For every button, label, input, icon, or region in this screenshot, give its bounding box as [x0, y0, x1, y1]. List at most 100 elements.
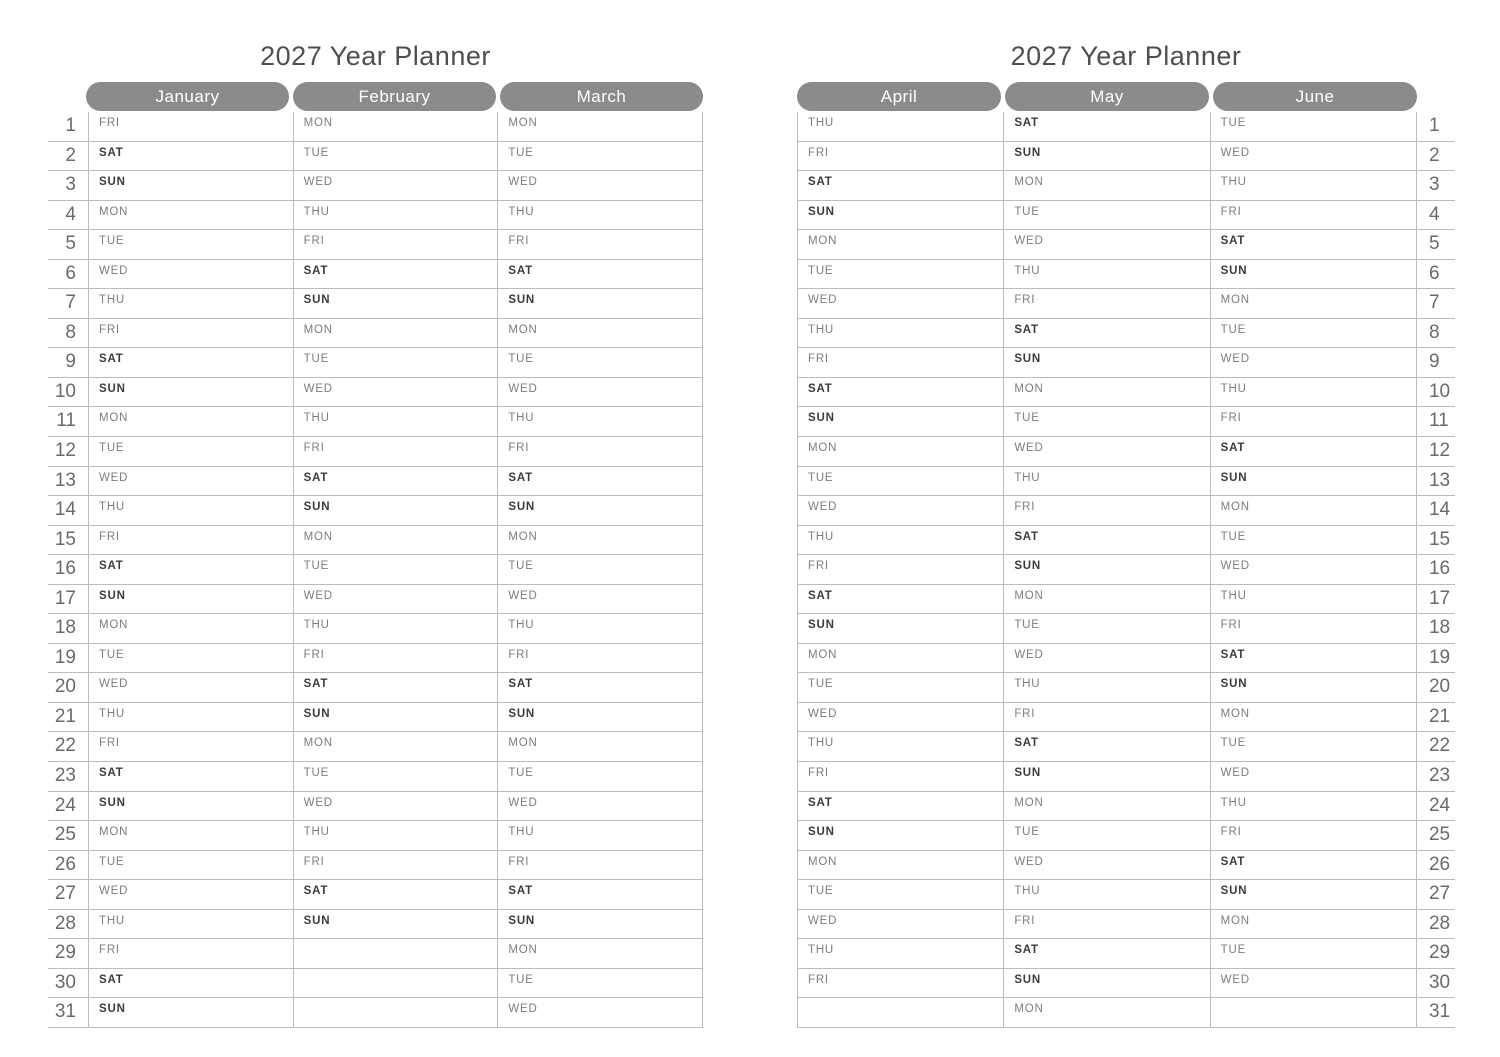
day-cell-february-14: SUN: [292, 496, 498, 525]
day-cell-may-18: TUE: [1003, 614, 1209, 643]
planner-row-27: 27 WED SAT SAT: [48, 880, 704, 910]
day-cell-january-22: FRI: [88, 732, 293, 762]
day-cell-april-31: [797, 998, 1003, 1027]
day-cell-february-24: WED: [292, 791, 498, 821]
day-cell-june-30: WED: [1209, 968, 1417, 998]
day-number: 20: [1428, 676, 1451, 698]
month-header-april: April: [797, 82, 1001, 111]
day-cell-january-24: SUN: [88, 791, 293, 821]
day-cell-may-1: SAT: [1003, 112, 1209, 141]
planner-row-5: MON WED SAT 5: [797, 230, 1455, 260]
day-cell-june-27: SUN: [1209, 880, 1417, 909]
day-cell-april-7: WED: [797, 289, 1003, 318]
day-number: 18: [1428, 617, 1451, 639]
planner-row-26: MON WED SAT 26: [797, 850, 1455, 881]
day-cell-january-11: MON: [88, 407, 293, 437]
day-cell-april-9: FRI: [797, 348, 1003, 377]
day-cell-may-26: WED: [1003, 850, 1209, 880]
day-cell-may-20: THU: [1003, 673, 1209, 702]
day-cell-january-21: THU: [88, 702, 293, 732]
planner-row-7: 7 THU SUN SUN: [48, 289, 704, 319]
day-number: 19: [54, 646, 76, 668]
day-number: 9: [65, 351, 76, 373]
day-cell-march-24: WED: [497, 791, 704, 821]
planner-row-1: 1 FRI MON MON: [48, 112, 704, 142]
day-number: 14: [54, 499, 76, 521]
planner-row-23: 23 SAT TUE TUE: [48, 762, 704, 792]
day-cell-january-10: SUN: [88, 377, 293, 407]
day-cell-february-27: SAT: [292, 880, 498, 909]
day-number: 27: [54, 883, 76, 905]
day-cell-january-27: WED: [88, 880, 293, 909]
planner-row-6: TUE THU SUN 6: [797, 259, 1455, 290]
day-cell-april-24: SAT: [797, 791, 1003, 821]
day-cell-january-4: MON: [88, 200, 293, 230]
day-cell-may-28: FRI: [1003, 909, 1209, 939]
day-cell-may-3: MON: [1003, 171, 1209, 200]
day-cell-march-20: SAT: [497, 673, 704, 702]
day-cell-january-23: SAT: [88, 762, 293, 791]
planner-row-28: 28 THU SUN SUN: [48, 909, 704, 940]
day-cell-january-16: SAT: [88, 555, 293, 584]
planner-row-21: 21 THU SUN SUN: [48, 702, 704, 733]
day-cell-april-3: SAT: [797, 171, 1003, 200]
day-cell-june-14: MON: [1209, 496, 1417, 525]
day-number: 27: [1428, 883, 1451, 905]
planner-row-18: SUN TUE FRI 18: [797, 614, 1455, 644]
page-title: 2027 Year Planner: [1010, 41, 1242, 71]
planner-row-17: 17 SUN WED WED: [48, 584, 704, 615]
day-cell-april-25: SUN: [797, 821, 1003, 850]
day-cell-june-21: MON: [1209, 702, 1417, 732]
day-number: 3: [1428, 174, 1440, 196]
day-number: 30: [54, 971, 76, 993]
day-cell-june-11: FRI: [1209, 407, 1417, 437]
day-number: 28: [1428, 912, 1451, 934]
day-number: 8: [1428, 321, 1440, 343]
day-cell-march-8: MON: [497, 318, 704, 348]
day-cell-march-26: FRI: [497, 850, 704, 880]
day-cell-january-17: SUN: [88, 584, 293, 614]
day-cell-june-19: SAT: [1209, 643, 1417, 673]
day-cell-january-6: WED: [88, 259, 293, 289]
day-cell-february-25: THU: [292, 821, 498, 850]
planner-row-22: THU SAT TUE 22: [797, 732, 1455, 763]
day-cell-february-31: [292, 998, 498, 1027]
month-headers: January February March: [86, 82, 703, 111]
day-cell-may-2: SUN: [1003, 141, 1209, 171]
day-cell-april-17: SAT: [797, 584, 1003, 614]
planner-row-16: 16 SAT TUE TUE: [48, 555, 704, 585]
day-cell-january-1: FRI: [88, 112, 293, 141]
day-cell-may-24: MON: [1003, 791, 1209, 821]
planner-row-15: THU SAT TUE 15: [797, 525, 1455, 556]
planner-row-10: SAT MON THU 10: [797, 377, 1455, 408]
planner-row-4: SUN TUE FRI 4: [797, 200, 1455, 231]
day-cell-february-18: THU: [292, 614, 498, 643]
day-cell-january-19: TUE: [88, 643, 293, 673]
day-cell-may-10: MON: [1003, 377, 1209, 407]
day-cell-june-31: [1209, 998, 1417, 1027]
day-cell-march-25: THU: [497, 821, 704, 850]
day-number: 10: [1428, 380, 1451, 402]
day-number: 26: [1428, 853, 1451, 875]
day-number: 31: [54, 1001, 76, 1023]
day-number: 1: [1428, 115, 1440, 136]
day-cell-may-12: WED: [1003, 437, 1209, 466]
day-cell-march-7: SUN: [497, 289, 704, 318]
day-cell-march-21: SUN: [497, 702, 704, 732]
day-cell-april-28: WED: [797, 909, 1003, 939]
day-cell-february-15: MON: [292, 525, 498, 555]
day-cell-april-18: SUN: [797, 614, 1003, 643]
day-cell-may-5: WED: [1003, 230, 1209, 259]
day-cell-june-24: THU: [1209, 791, 1417, 821]
day-cell-march-6: SAT: [497, 259, 704, 289]
day-cell-june-13: SUN: [1209, 466, 1417, 496]
day-cell-march-13: SAT: [497, 466, 704, 496]
planner-row-30: FRI SUN WED 30: [797, 968, 1455, 999]
planner-grid-right: THU SAT TUE 1 FRI SUN WED 2 SAT MON THU 3 SUN TUE FRI 4…: [797, 112, 1455, 1028]
day-cell-february-22: MON: [292, 732, 498, 762]
planner-row-28: WED FRI MON 28: [797, 909, 1455, 940]
day-cell-may-25: TUE: [1003, 821, 1209, 850]
day-cell-april-26: MON: [797, 850, 1003, 880]
day-number: 2: [1428, 144, 1440, 166]
day-cell-june-23: WED: [1209, 762, 1417, 791]
